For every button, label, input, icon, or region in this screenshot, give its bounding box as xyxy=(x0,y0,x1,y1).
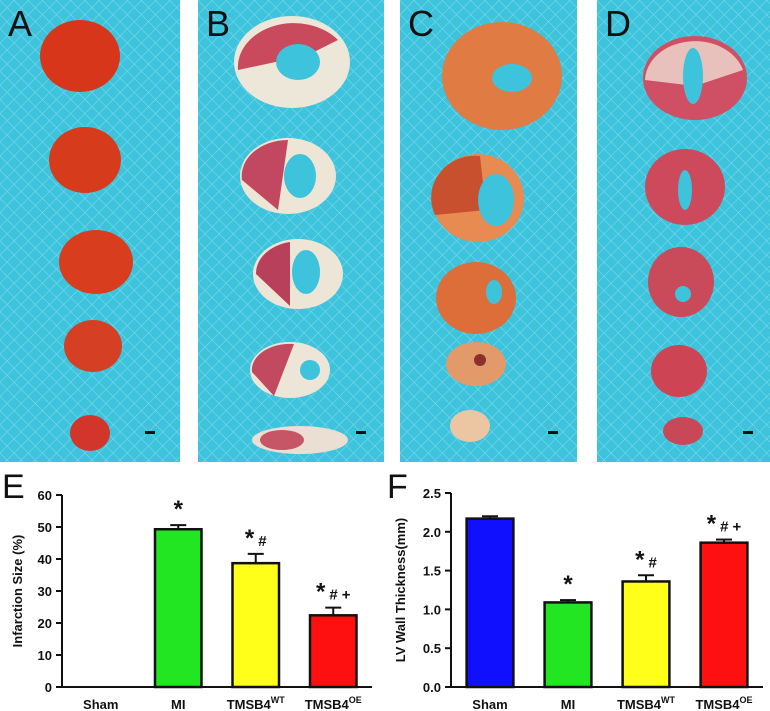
significance-label: * # xyxy=(245,525,267,552)
scale-bar-a xyxy=(145,431,155,434)
heart-slices-photo-c xyxy=(400,0,577,462)
y-tick-label: 50 xyxy=(38,520,52,535)
photo-panel-b: B xyxy=(198,0,384,462)
x-tick-label: Sham xyxy=(83,697,118,711)
bar-mi xyxy=(153,527,203,689)
significance-label: * xyxy=(563,571,573,598)
x-tick-label: TMSB4WT xyxy=(227,695,286,711)
panel-label-b: B xyxy=(206,3,231,44)
x-tick-label: TMSB4WT xyxy=(617,695,676,711)
x-tick-label: Sham xyxy=(472,697,507,711)
significance-label: * xyxy=(174,496,184,523)
significance-label: * # + xyxy=(316,579,351,606)
photo-panel-d: D xyxy=(597,0,770,462)
y-axis-title: LV Wall Thickness(mm) xyxy=(393,518,408,662)
heart-slices-photo-d xyxy=(597,0,770,462)
bar-mi xyxy=(543,601,593,689)
y-tick-label: 2.5 xyxy=(423,486,441,501)
y-tick-label: 1.0 xyxy=(423,602,441,617)
y-tick-label: 60 xyxy=(38,488,52,503)
y-tick-label: 0.0 xyxy=(423,680,441,695)
bar-tmsb4-oe xyxy=(699,541,749,689)
y-tick-label: 10 xyxy=(38,648,52,663)
bar-tmsb4-wt xyxy=(231,561,281,689)
x-tick-label: MI xyxy=(561,697,575,711)
panel-label-a: A xyxy=(8,3,33,44)
scale-bar-d xyxy=(743,431,753,434)
x-tick-label: TMSB4OE xyxy=(305,695,362,711)
y-tick-label: 2.0 xyxy=(423,525,441,540)
y-axis-title: Infarction Size (%) xyxy=(10,535,25,648)
y-tick-label: 30 xyxy=(38,584,52,599)
infarction-size-chart: E 0 10 20 30 40 50 60 Infarction Size (%) Sham * MI… xyxy=(2,468,372,711)
bar-sham xyxy=(465,517,515,689)
heart-slices-photo-a xyxy=(0,0,180,462)
y-tick-label: 0 xyxy=(45,680,52,695)
scale-bar-b xyxy=(356,431,366,434)
photo-panel-a: A xyxy=(0,0,180,462)
significance-label: * # + xyxy=(707,511,742,538)
chart-panel-label: E xyxy=(2,468,25,506)
heart-slices-photo-b xyxy=(198,0,384,462)
x-tick-label: MI xyxy=(171,697,185,711)
scale-bar-c xyxy=(548,431,558,434)
bar-tmsb4-oe xyxy=(308,614,358,689)
lv-wall-thickness-chart: F 0.0 0.5 1.0 1.5 2.0 2.5 LV Wall Thickness(mm)… xyxy=(387,468,763,711)
significance-label: * # xyxy=(635,546,657,573)
panel-label-c: C xyxy=(408,3,434,44)
y-tick-label: 1.5 xyxy=(423,564,441,579)
bar-tmsb4-wt xyxy=(621,580,671,689)
y-tick-label: 0.5 xyxy=(423,641,441,656)
panel-label-d: D xyxy=(605,3,631,44)
y-tick-label: 40 xyxy=(38,552,52,567)
x-tick-label: TMSB4OE xyxy=(695,695,752,711)
y-tick-label: 20 xyxy=(38,616,52,631)
photo-panel-c: C xyxy=(400,0,577,462)
chart-panel-label: F xyxy=(387,468,408,506)
